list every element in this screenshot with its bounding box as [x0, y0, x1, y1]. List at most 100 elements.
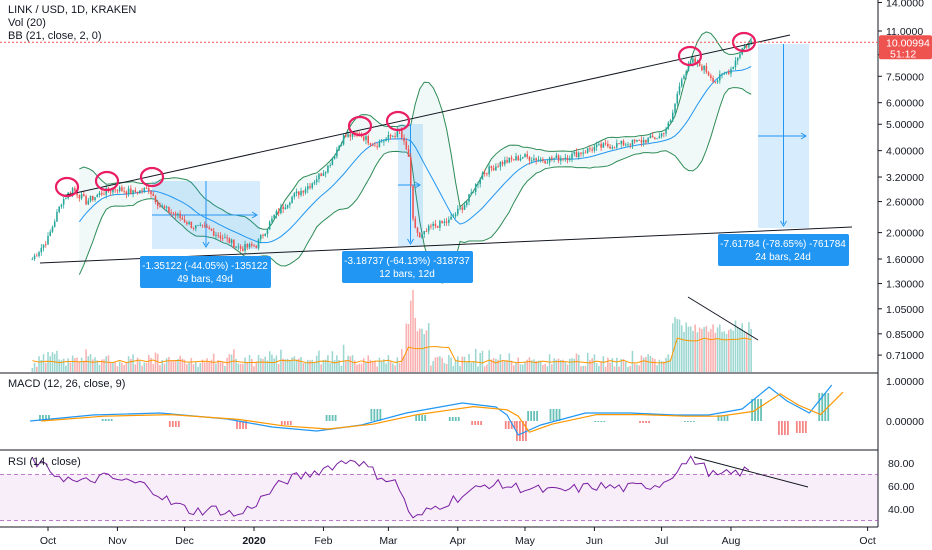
macd-histogram-bar: [778, 421, 780, 435]
resistance-trendline[interactable]: [61, 34, 791, 197]
candle-body: [568, 158, 571, 161]
candle-body: [535, 158, 537, 161]
volume-bar: [331, 351, 334, 372]
candle-body: [542, 159, 544, 161]
measure-2-arrow-head-h: [414, 181, 421, 189]
volume-bar: [273, 358, 275, 372]
volume-bar: [580, 366, 582, 372]
candle-body: [266, 229, 269, 234]
legend-symbol[interactable]: LINK / USD, 1D, KRAKEN: [8, 4, 136, 16]
volume-bar: [448, 355, 450, 372]
candle-body: [645, 139, 647, 143]
macd-histogram-bar: [48, 415, 50, 421]
measure-1-arrow-head-h: [251, 211, 258, 219]
volume-bar: [224, 365, 226, 372]
candle-body: [524, 154, 526, 158]
volume-bar: [660, 361, 663, 372]
candle-body: [683, 75, 685, 80]
peak-circle[interactable]: [677, 45, 703, 67]
volume-bar: [512, 365, 515, 372]
volume-bar: [593, 354, 596, 372]
macd-histogram-bar: [451, 417, 454, 421]
candle-body: [255, 245, 258, 248]
legend-macd[interactable]: MACD (12, 26, close, 9): [8, 378, 125, 390]
measure-label-3[interactable]: -7.61784 (-78.65%) -761784 24 bars, 24d: [718, 234, 849, 266]
rsi-trendline[interactable]: [693, 456, 809, 488]
candles: [31, 37, 752, 261]
candle-body: [667, 122, 670, 129]
candle-body: [495, 166, 497, 171]
legend-rsi[interactable]: RSI (14, close): [8, 456, 81, 468]
macd-histogram-bar: [418, 415, 421, 421]
peak-circle[interactable]: [385, 110, 411, 132]
candle-body: [116, 190, 119, 192]
candle-body: [242, 248, 244, 251]
volume-bar: [327, 355, 329, 372]
volume-bar: [692, 330, 694, 372]
volume-bar: [374, 361, 376, 372]
measure-label-1[interactable]: -1.35122 (-44.05%) -135122 49 bars, 49d: [140, 256, 271, 288]
candle-body: [389, 135, 392, 137]
peak-circle[interactable]: [139, 166, 165, 188]
volume-bar: [450, 357, 452, 372]
legend-volume[interactable]: Vol (20): [8, 17, 46, 29]
candle-body: [577, 152, 580, 158]
volume-bar: [192, 364, 195, 372]
volume-bar: [116, 366, 119, 372]
candle-body: [367, 136, 370, 144]
measure-label-2[interactable]: -3.18737 (-64.13%) -318737 12 bars, 12d: [342, 251, 473, 283]
candle-body: [506, 160, 508, 163]
candle-body: [136, 192, 139, 194]
candle-body: [293, 193, 296, 197]
candle-body: [118, 187, 121, 192]
volume-bar: [463, 356, 466, 372]
volume-bar: [345, 361, 347, 372]
peak-circle[interactable]: [347, 115, 373, 137]
volume-bar: [727, 330, 730, 372]
candle-body: [593, 146, 596, 151]
volume-bar: [719, 324, 721, 372]
candle-body: [56, 211, 58, 222]
candle-body: [710, 75, 712, 78]
volume-bar: [203, 362, 206, 372]
candle-body: [331, 158, 334, 166]
candle-body: [387, 135, 390, 139]
peak-circle[interactable]: [94, 170, 120, 192]
candle-body: [663, 133, 665, 135]
volume-bar: [618, 366, 620, 372]
volume-bar: [163, 363, 166, 372]
candle-body: [457, 208, 459, 215]
rsi-axis-label: 40.00: [888, 504, 914, 516]
volume-bar: [172, 360, 175, 372]
candle-body: [351, 132, 354, 137]
legend-bollinger[interactable]: BB (21, close, 2, 0): [8, 30, 102, 42]
candle-body: [145, 188, 148, 189]
candle-body: [432, 223, 434, 226]
peak-circle[interactable]: [54, 176, 80, 198]
volume-trendline[interactable]: [687, 296, 759, 341]
candle-body: [78, 195, 81, 199]
candle-body: [629, 144, 632, 146]
volume-bar: [730, 328, 732, 372]
price-axis-label: 3.20000: [886, 172, 924, 184]
volume-bar: [92, 359, 94, 372]
candle-body: [539, 159, 542, 160]
candle-body: [586, 148, 589, 153]
volume-bar: [472, 361, 475, 372]
volume-bar: [342, 344, 345, 372]
volume-bar: [557, 358, 560, 372]
candle-body: [302, 190, 305, 193]
macd-histogram-bar: [45, 415, 47, 421]
volume-bar: [165, 358, 168, 372]
candle-body: [369, 143, 372, 145]
candle-body: [461, 207, 464, 210]
candle-body: [286, 204, 289, 208]
volume-bar: [217, 359, 219, 372]
volume-bar: [44, 362, 47, 372]
candle-body: [300, 190, 302, 195]
candle-body: [105, 188, 108, 195]
candle-body: [483, 173, 486, 174]
trend-drawings[interactable]: [39, 31, 853, 488]
candle-body: [92, 195, 94, 201]
